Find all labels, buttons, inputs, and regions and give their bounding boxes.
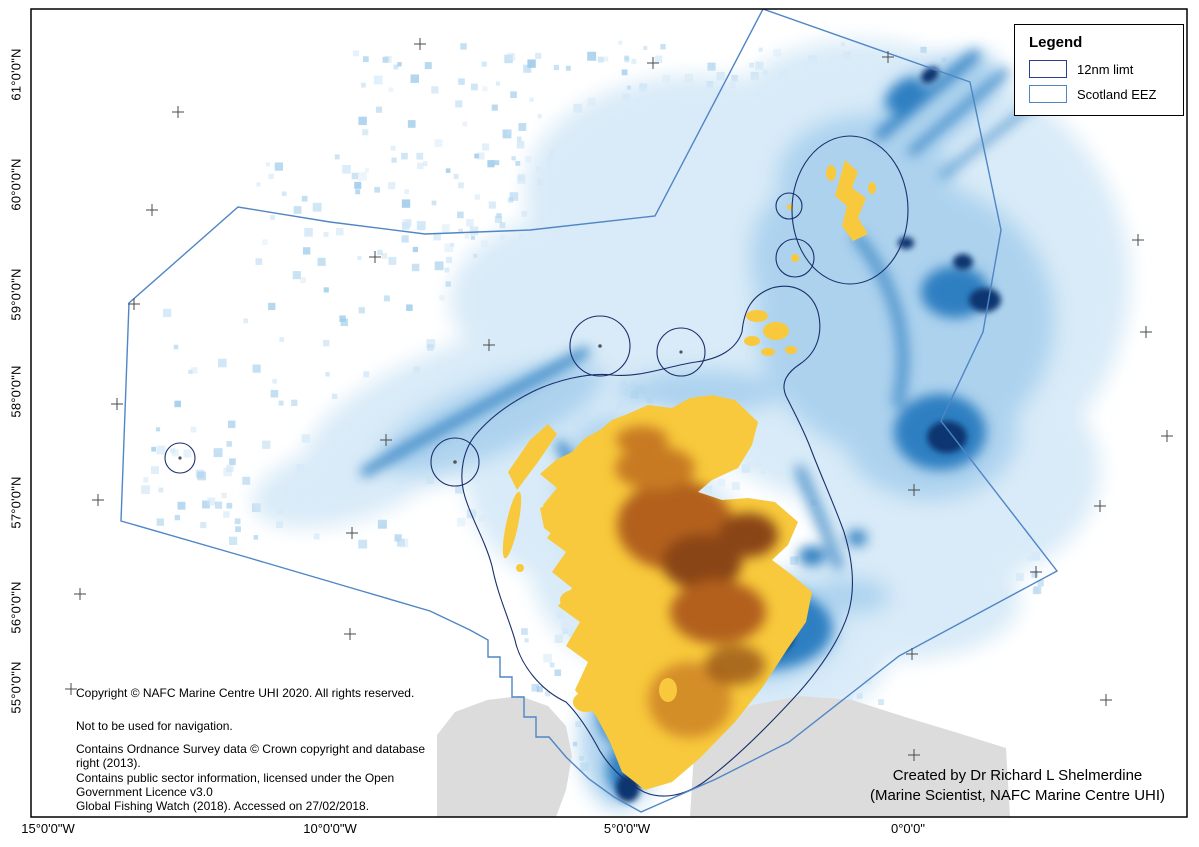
legend-item-scotland-eez: Scotland EEZ [1029, 85, 1171, 103]
other-landmass [437, 696, 1010, 817]
lat-label-61n: 61°0'0"N [8, 48, 24, 101]
lat-label-58n: 58°0'0"N [8, 365, 24, 418]
lon-label-5w: 5°0'0"W [603, 821, 651, 836]
legend-item-label: Scotland EEZ [1077, 86, 1157, 102]
lon-label-10w: 10°0'0"W [303, 821, 357, 836]
credit-line-2: (Marine Scientist, NAFC Marine Centre UH… [869, 787, 1166, 805]
map-frame-border [30, 8, 1188, 818]
author-credit: Created by Dr Richard L Shelmerdine (Mar… [845, 766, 1190, 807]
legend-item-12nm-limit: 12nm limt [1029, 60, 1171, 78]
inner-hebrides-islands [540, 498, 677, 712]
navigation-note: Not to be used for navigation. [76, 719, 233, 734]
legend: Legend 12nm limt Scotland EEZ [1014, 24, 1184, 116]
copyright-line: Copyright © NAFC Marine Centre UHI 2020.… [76, 686, 415, 700]
lon-label-0: 0°0'0" [891, 821, 925, 836]
legend-title: Legend [1029, 34, 1083, 51]
legend-item-label: 12nm limt [1077, 61, 1134, 77]
lon-label-15w: 15°0'0"W [21, 821, 75, 836]
scotland-eez-swatch [1029, 85, 1067, 103]
credit-line-1: Created by Dr Richard L Shelmerdine [892, 767, 1143, 784]
scotland-landmass [178, 160, 876, 790]
lat-label-59n: 59°0'0"N [8, 268, 24, 321]
12nm-limit-swatch [1029, 60, 1067, 78]
remote-islet-dots [178, 344, 683, 464]
outer-hebrides-islands [502, 424, 557, 572]
copyright-notes: Copyright © NAFC Marine Centre UHI 2020.… [76, 686, 428, 813]
twelve-nm-limit-line [164, 135, 909, 797]
orkney-islands [744, 310, 797, 356]
lat-label-55n: 55°0'0"N [8, 661, 24, 714]
lat-label-56n: 56°0'0"N [8, 581, 24, 634]
lat-label-57n: 57°0'0"N [8, 476, 24, 529]
fishing-watch-note: Global Fishing Watch (2018). Accessed on… [76, 798, 370, 813]
eez-boundary-line [120, 9, 1059, 813]
graticule-crosses [65, 38, 1173, 761]
highland-terrain-shading [615, 426, 778, 738]
lat-label-60n: 60°0'0"N [8, 158, 24, 211]
ordnance-survey-note: Contains Ordnance Survey data © Crown co… [76, 742, 426, 771]
open-government-note: Contains public sector information, lice… [76, 770, 395, 799]
